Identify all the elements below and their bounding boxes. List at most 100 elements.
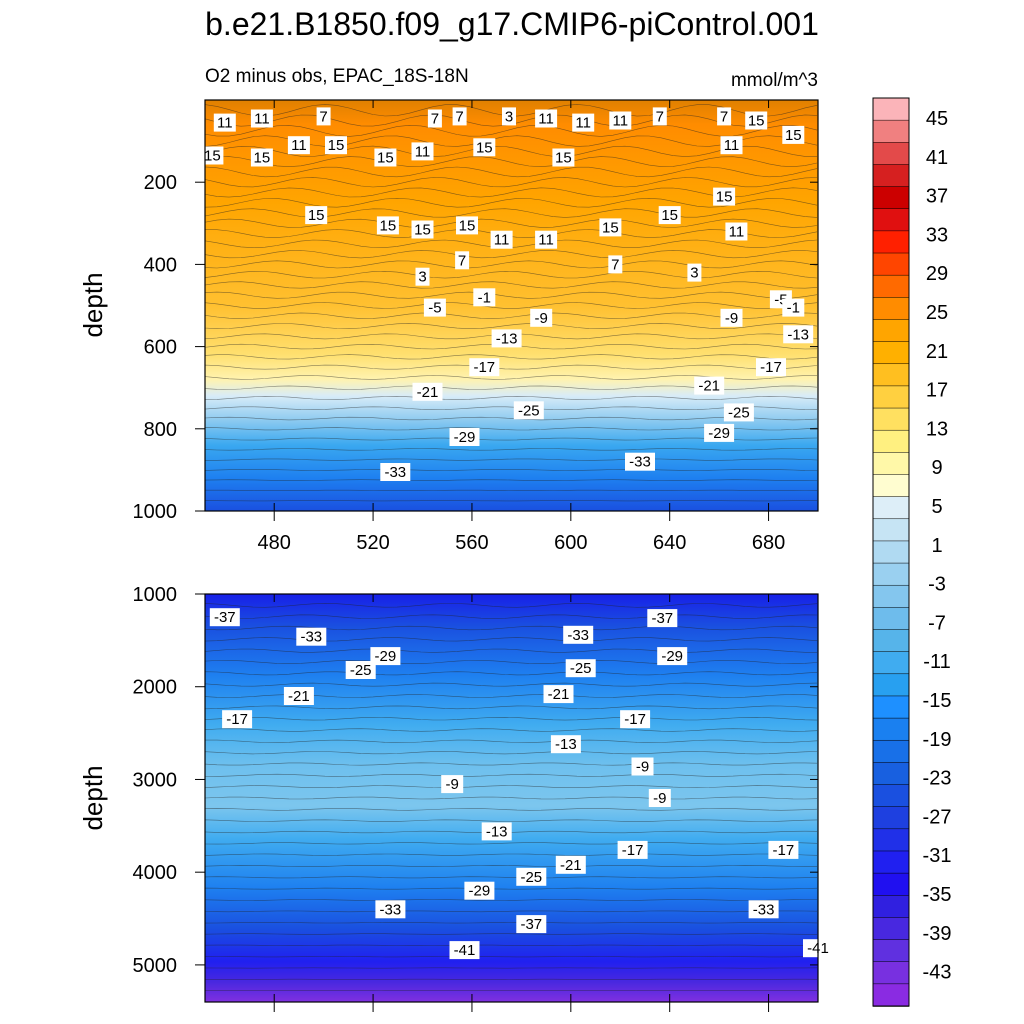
contour-label: -21 [288,688,310,705]
colorbar-swatch [872,474,910,498]
colorbar-swatch [872,828,910,852]
contour-line [204,762,818,766]
contour-line [204,364,818,370]
contour-label: -33 [300,629,322,646]
contour-line [204,603,818,608]
colorbar-swatch [872,939,910,963]
colorbar-swatch [872,142,910,166]
contour-label-box [449,941,480,960]
contour-label: -9 [446,776,459,793]
contour-label: 7 [319,108,327,125]
contour-label-box [415,267,430,286]
contour-label: -21 [560,857,582,874]
contour-line [204,922,818,924]
contour-label-box [704,423,735,442]
contour-label: 7 [720,108,728,125]
contour-label: -5 [428,300,441,317]
colorbar-swatch [872,917,910,941]
contour-label-box [250,148,273,167]
contour-label-box [452,107,467,126]
contour-label-box [687,263,702,282]
contour-line [204,876,818,879]
contour-label-box [473,288,496,307]
contour-label: 15 [380,217,397,234]
contour-label-box [464,881,495,900]
contour-label-box [617,840,648,859]
contour-label: 11 [575,115,591,132]
colorbar-label: 25 [926,302,948,324]
contour-line [204,479,818,481]
contour-line [204,218,818,228]
contour-label: -29 [454,429,476,446]
contour-line [204,416,818,421]
contour-label-box [725,222,748,241]
x-tick-label: 600 [554,532,587,554]
contour-label-box [283,687,314,705]
contour-line [204,910,818,913]
contour-label: 15 [328,137,345,154]
contour-label: 3 [505,108,513,125]
contour-label-box [658,206,681,225]
contour-label: -25 [520,869,542,886]
bottom-y-axis: 1000 2000 3000 4000 5000 [133,584,818,977]
contour-label-box [535,230,558,249]
contour-label-box [713,187,736,206]
x-tick-label: 480 [258,532,291,554]
contour-line [204,671,818,676]
y-tick-label: 400 [144,254,177,276]
contour-label-box [625,452,655,471]
contour-line [204,197,818,208]
contour-label: 15 [377,150,394,167]
colorbar-swatch [872,895,910,919]
contour-label-box [412,382,443,401]
top-y-axis-title: depth [78,272,108,337]
contour-label-box [694,376,725,395]
contour-label: -33 [629,454,651,471]
colorbar-swatch [872,562,910,586]
contour-label: -21 [698,378,720,395]
contour-label-box [250,109,273,128]
colorbar-label: 9 [931,457,942,479]
colorbar-swatch [872,518,910,542]
contour-label: -25 [350,662,372,679]
contour-line [204,796,818,800]
contour-label: -13 [787,326,809,343]
contour-label: 15 [716,189,733,206]
contour-label-box [473,138,496,157]
y-tick-label: 600 [144,337,177,359]
contour-label-box [530,308,553,327]
contour-label-box [427,109,442,128]
contour-line [204,819,818,822]
contour-line [204,864,818,868]
contour-label-box [325,136,347,155]
contour-label: 11 [729,224,745,241]
colorbar-swatch [872,230,910,254]
contour-label-box [456,216,478,235]
contour-line [204,166,818,178]
contour-label: -29 [708,425,730,442]
contour-label: 7 [611,256,619,273]
contour-label-box [768,840,799,859]
contour-line [204,614,818,619]
colorbar-swatch [872,385,910,409]
contour-label-box [516,867,547,886]
contour-label-box [370,647,401,666]
top-panel-frame [204,99,819,512]
y-tick-label: 5000 [133,955,178,977]
contour-label: 15 [661,207,678,224]
colorbar-label: 33 [926,224,948,246]
contour-label-box [222,710,253,729]
contour-label-box [647,609,678,628]
y-tick-label: 4000 [133,862,178,884]
contour-label: -29 [469,883,491,900]
colorbar-label: -7 [928,612,946,634]
contour-label: 11 [217,115,233,132]
contour-label: -21 [417,384,439,401]
x-tick-label: 640 [653,532,686,554]
colorbar-swatch [872,961,910,985]
contour-label-box [455,251,470,270]
colorbar-swatch [872,695,910,719]
contour-label-box [782,125,805,144]
contour-label: 11 [724,137,740,154]
